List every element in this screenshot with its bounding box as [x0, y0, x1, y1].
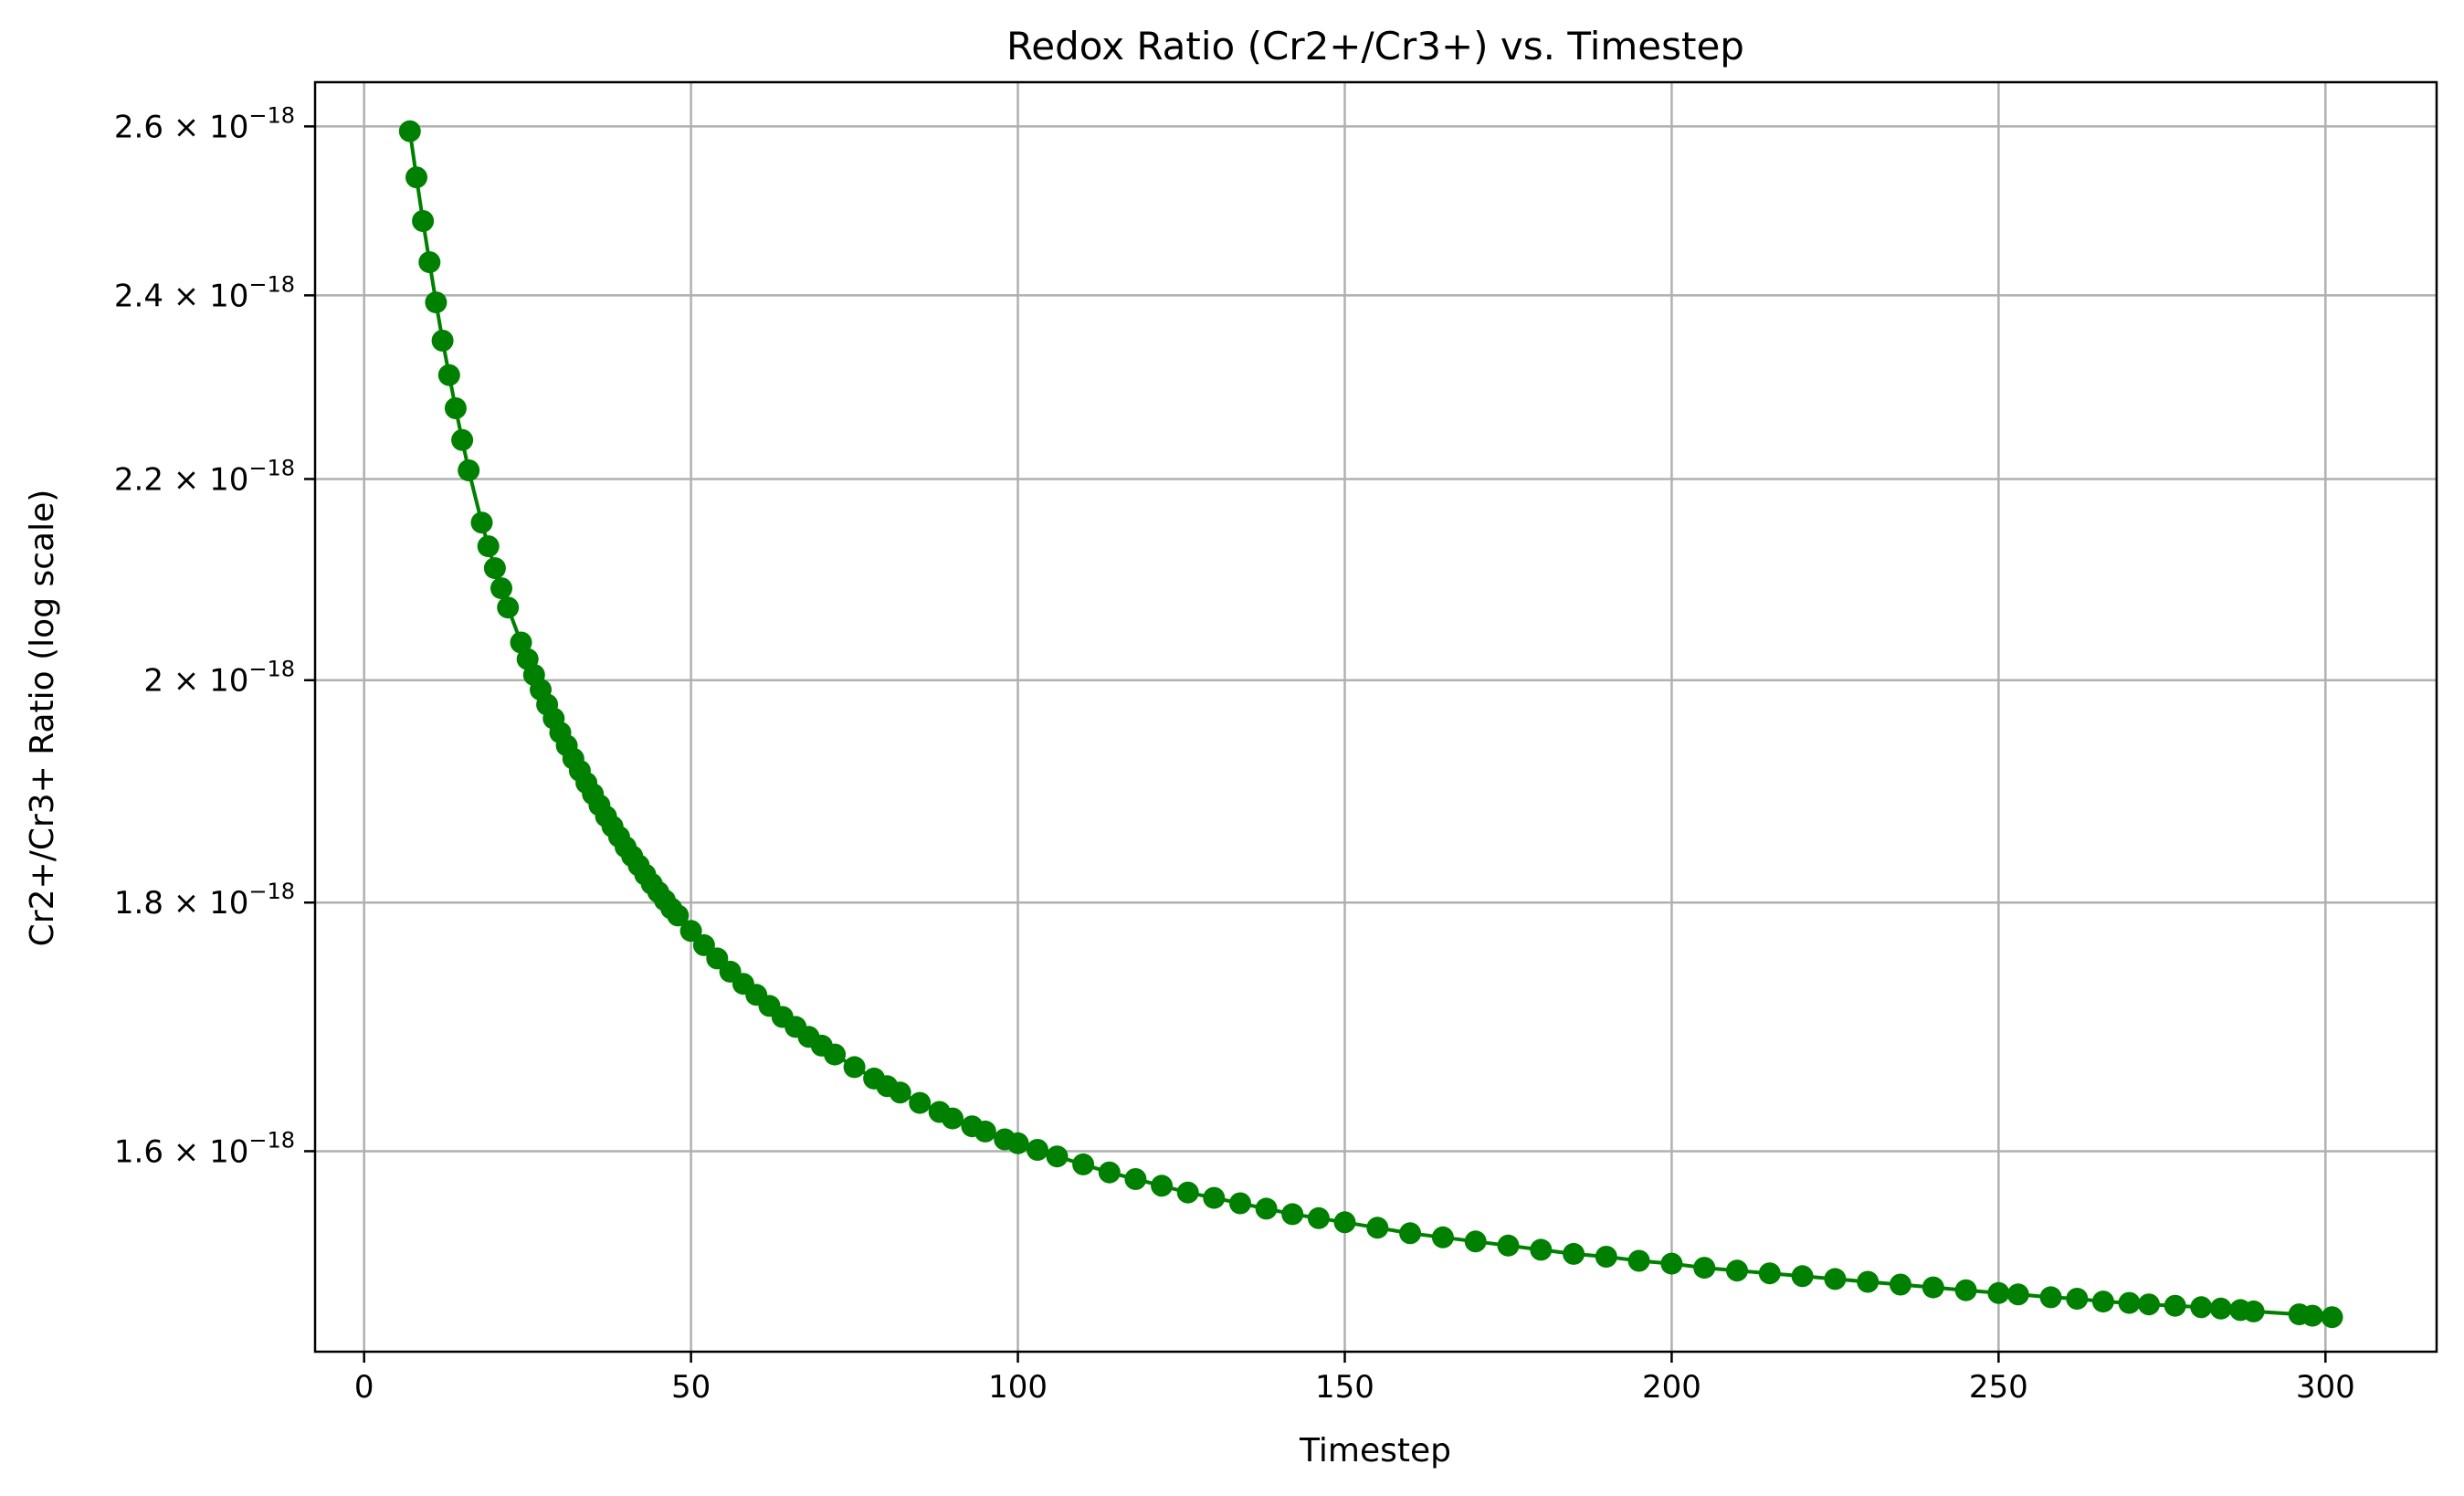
- x-tick-label: 50: [671, 1369, 711, 1406]
- data-point: [1890, 1273, 1911, 1296]
- data-point: [1098, 1161, 1121, 1184]
- data-point: [1857, 1270, 1880, 1293]
- data-point: [1307, 1206, 1330, 1229]
- data-point: [2190, 1296, 2213, 1319]
- data-point: [679, 920, 702, 943]
- data-point: [510, 631, 532, 654]
- data-point: [1281, 1203, 1304, 1226]
- data-point: [1987, 1281, 2010, 1304]
- data-point: [1255, 1197, 1278, 1220]
- y-tick-label: 2.6 × 10−18: [114, 102, 295, 145]
- y-tick-label: 2.4 × 10−18: [114, 271, 295, 314]
- data-point: [909, 1091, 932, 1114]
- x-tick-label: 300: [2296, 1369, 2355, 1406]
- data-point: [1758, 1262, 1781, 1285]
- data-point: [1027, 1139, 1048, 1161]
- data-point: [490, 577, 512, 600]
- data-point: [1954, 1279, 1977, 1301]
- data-point: [889, 1081, 911, 1104]
- chart-title: Redox Ratio (Cr2+/Cr3+) vs. Timestep: [1006, 24, 1744, 68]
- data-point: [667, 904, 690, 927]
- data-point: [2164, 1294, 2186, 1317]
- data-point: [470, 511, 493, 534]
- data-point: [2321, 1306, 2343, 1329]
- data-point: [425, 291, 448, 314]
- data-point: [1627, 1249, 1650, 1272]
- grid-lines: [315, 82, 2437, 1352]
- data-point: [1151, 1175, 1174, 1197]
- data-point: [1006, 1132, 1029, 1154]
- data-point: [1431, 1226, 1454, 1248]
- data-point: [1824, 1268, 1847, 1291]
- x-tick-label: 250: [1969, 1369, 2028, 1406]
- y-tick-label: 1.8 × 10−18: [114, 879, 295, 922]
- data-point: [412, 210, 435, 232]
- data-point: [1530, 1238, 1553, 1261]
- data-point: [2301, 1304, 2323, 1327]
- y-tick-label: 2 × 10−18: [143, 657, 295, 700]
- y-tick-label: 2.2 × 10−18: [114, 455, 295, 498]
- y-axis: 1.6 × 10−18 1.8 × 10−18 2 × 10−18 2.2 × 10−…: [114, 102, 315, 1170]
- data-point: [444, 397, 467, 419]
- data-point: [497, 596, 520, 619]
- data-point: [1563, 1242, 1585, 1265]
- data-point: [458, 459, 480, 481]
- data-point: [1203, 1186, 1226, 1209]
- data-point: [2091, 1291, 2114, 1313]
- data-point: [1229, 1192, 1251, 1215]
- data-point: [2242, 1300, 2265, 1322]
- data-point: [2118, 1291, 2141, 1314]
- data-point: [2209, 1297, 2232, 1320]
- data-point: [1124, 1168, 1147, 1190]
- data-point: [942, 1107, 963, 1130]
- data-point: [451, 428, 474, 451]
- data-point: [1660, 1252, 1683, 1275]
- y-tick-label: 1.6 × 10−18: [114, 1127, 295, 1170]
- x-axis-label: Timestep: [1299, 1432, 1451, 1470]
- data-point: [824, 1043, 847, 1066]
- data-point: [1464, 1230, 1487, 1253]
- data-point: [843, 1056, 866, 1079]
- plot-frame: [313, 80, 2438, 1354]
- x-tick-label: 0: [354, 1369, 374, 1406]
- data-point: [2138, 1293, 2160, 1316]
- data-point: [1693, 1257, 1716, 1280]
- data-point: [1791, 1265, 1814, 1288]
- x-tick-label: 100: [988, 1369, 1048, 1406]
- data-point: [477, 535, 500, 558]
- data-point: [1595, 1246, 1617, 1268]
- data-point: [1497, 1234, 1520, 1257]
- x-tick-label: 150: [1315, 1369, 1374, 1406]
- data-point: [1726, 1259, 1748, 1282]
- data-point: [1046, 1145, 1069, 1168]
- data-point: [437, 363, 460, 386]
- data-point: [1399, 1222, 1422, 1245]
- series-layer: [398, 120, 2343, 1329]
- data-point: [1333, 1211, 1356, 1234]
- y-axis-label: Cr2+/Cr3+ Ratio (log scale): [24, 490, 61, 947]
- data-point: [1922, 1276, 1944, 1299]
- data-point: [1176, 1181, 1199, 1204]
- data-point: [405, 166, 427, 189]
- data-point: [1366, 1217, 1389, 1239]
- data-point: [483, 557, 506, 580]
- data-point: [2039, 1286, 2062, 1309]
- data-point: [398, 120, 421, 142]
- data-point: [2066, 1288, 2089, 1310]
- data-point: [1072, 1153, 1095, 1175]
- data-point: [974, 1120, 996, 1143]
- data-point: [418, 251, 441, 274]
- data-point: [2006, 1283, 2029, 1306]
- x-axis: 0 50 100 150 200 250 300: [354, 1352, 2355, 1406]
- data-point: [431, 330, 454, 352]
- x-tick-label: 200: [1642, 1369, 1701, 1406]
